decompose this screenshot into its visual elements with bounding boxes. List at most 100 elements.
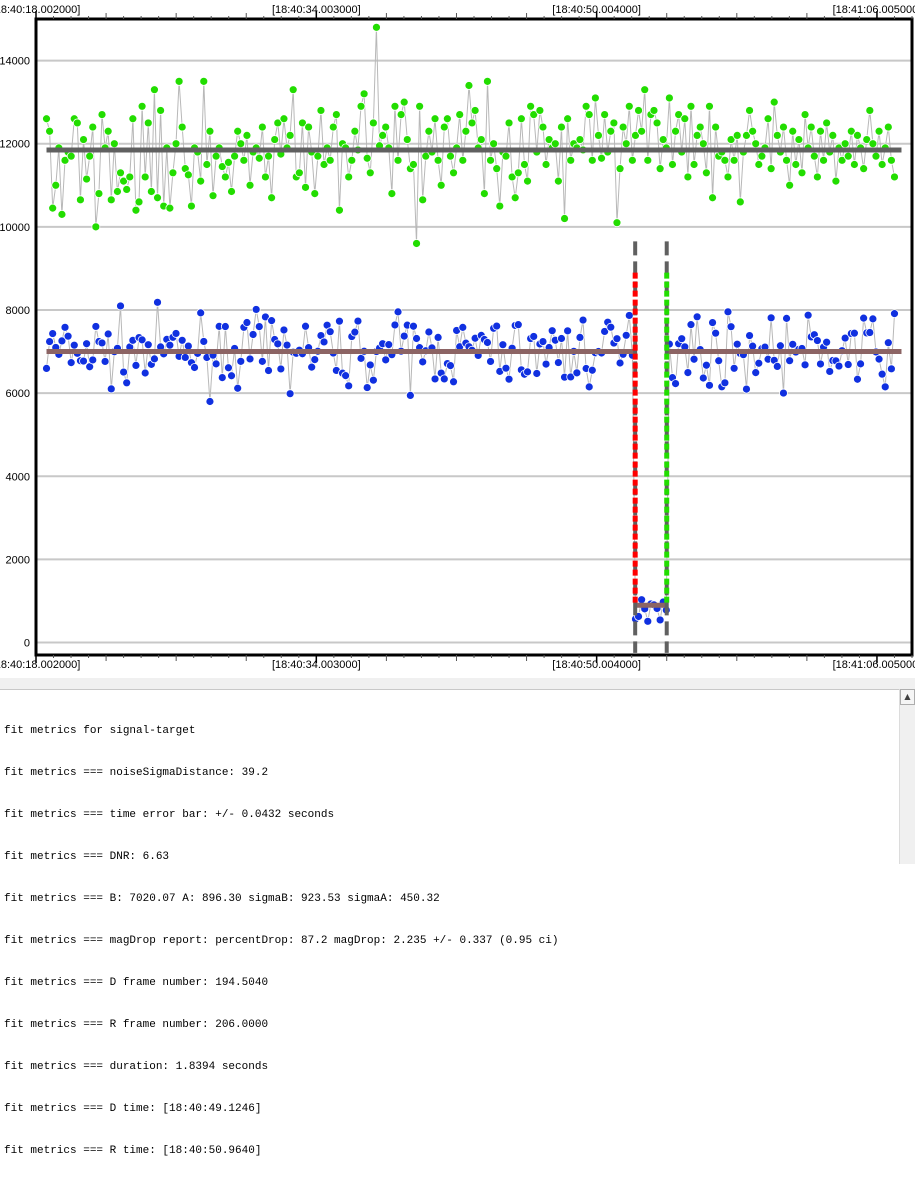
fit-metrics-console[interactable]: fit metrics for signal-target fit metric… <box>0 689 915 1157</box>
green-data-point <box>735 197 745 207</box>
green-data-point <box>853 130 862 140</box>
green-data-point <box>199 76 209 86</box>
blue-data-point <box>643 616 653 626</box>
light-curve-plot[interactable]: 0 2000 4000 6000 8000 10000 12000 14000 [18:40:1… <box>0 0 915 678</box>
blue-data-point <box>91 322 101 331</box>
blue-data-point <box>233 383 243 393</box>
blue-data-point <box>726 322 736 332</box>
green-data-point <box>550 139 560 149</box>
green-data-point <box>883 122 893 132</box>
console-line: fit metrics === D frame number: 194.5040 <box>4 977 269 989</box>
blue-data-point <box>217 373 227 383</box>
x-tick-label: [18:40:18.002000] <box>0 4 80 16</box>
scroll-up-button[interactable]: ▲ <box>900 689 915 705</box>
console-line: fit metrics === D time: [18:40:49.1246] <box>4 1103 262 1115</box>
light-curve-chart[interactable]: 0 2000 4000 6000 8000 10000 12000 14000 [18:40:1… <box>0 0 915 678</box>
console-line: fit metrics === B: 7020.07 A: 896.30 sig… <box>4 893 440 905</box>
green-data-point <box>748 126 758 136</box>
blue-data-point <box>42 364 51 373</box>
blue-data-point <box>150 354 159 364</box>
blue-data-point <box>106 384 116 394</box>
green-data-point <box>464 81 474 90</box>
green-data-point <box>233 126 243 136</box>
green-data-point <box>581 101 591 111</box>
console-line: fit metrics === noiseSigmaDistance: 39.2 <box>4 767 269 779</box>
green-data-point <box>436 180 446 190</box>
green-data-point <box>560 214 569 223</box>
blue-data-point <box>211 359 221 369</box>
green-data-point <box>609 118 619 128</box>
blue-data-point <box>257 356 267 366</box>
green-data-point <box>122 185 132 194</box>
green-data-point <box>637 126 647 136</box>
green-data-point <box>701 168 711 178</box>
green-data-point <box>822 118 832 128</box>
blue-data-point <box>307 362 317 372</box>
green-data-point <box>183 170 193 180</box>
green-data-point <box>467 118 477 128</box>
green-data-point <box>763 114 773 124</box>
blue-data-point <box>424 327 434 337</box>
green-data-point <box>270 135 280 144</box>
green-data-point <box>51 180 61 190</box>
green-data-point <box>273 118 283 128</box>
green-data-point <box>372 22 381 32</box>
green-data-point <box>538 122 548 132</box>
green-data-point <box>165 203 175 213</box>
green-data-point <box>242 130 252 140</box>
green-data-point <box>294 168 304 178</box>
y-tick-label: 2000 <box>6 554 30 566</box>
green-data-point <box>529 110 539 120</box>
green-data-point <box>683 172 693 182</box>
blue-data-point <box>492 321 502 331</box>
blue-data-point <box>621 330 631 340</box>
green-data-point <box>797 168 807 178</box>
green-data-point <box>566 155 576 165</box>
blue-data-point <box>439 374 449 384</box>
green-data-point <box>119 176 128 186</box>
green-data-point <box>649 106 659 115</box>
blue-data-point <box>868 314 878 324</box>
console-line: fit metrics === R time: [18:40:50.9640] <box>4 1145 262 1157</box>
console-line: fit metrics === magDrop report: percentD… <box>4 935 559 947</box>
blue-data-point <box>683 368 693 378</box>
blue-data-point <box>449 377 458 387</box>
green-data-point <box>868 139 878 149</box>
green-data-point <box>156 106 166 115</box>
blue-data-point <box>251 305 261 314</box>
green-data-point <box>171 139 181 149</box>
green-data-point <box>319 160 329 169</box>
blue-data-point <box>523 367 532 377</box>
blue-data-point <box>63 331 73 341</box>
pane-divider[interactable] <box>0 678 915 689</box>
blue-data-point <box>800 360 810 370</box>
y-tick-label: 8000 <box>6 305 30 317</box>
green-data-point <box>513 168 523 178</box>
green-data-point <box>439 122 449 132</box>
blue-data-point <box>751 368 761 378</box>
console-scrollbar[interactable]: ▲ <box>899 689 915 864</box>
blue-data-point <box>45 337 54 346</box>
x-tick-label: [18:40:34.003000] <box>272 659 361 671</box>
green-data-point <box>187 201 196 211</box>
blue-data-point <box>671 379 680 388</box>
blue-data-point <box>803 310 813 320</box>
blue-data-point <box>825 367 835 376</box>
blue-data-point <box>381 355 391 365</box>
green-data-point <box>109 139 119 149</box>
green-data-point <box>103 126 113 136</box>
green-data-point <box>461 126 471 136</box>
green-data-point <box>335 205 344 215</box>
green-data-point <box>153 193 162 203</box>
blue-data-point <box>384 340 394 350</box>
blue-data-point <box>729 363 739 373</box>
green-data-point <box>785 180 795 190</box>
green-data-point <box>446 151 455 161</box>
green-data-point <box>196 176 206 186</box>
green-data-point <box>350 126 360 136</box>
blue-data-point <box>100 357 110 366</box>
blue-data-point <box>69 340 79 350</box>
y-tick-label: 4000 <box>6 471 30 483</box>
green-data-point <box>387 189 397 198</box>
green-data-point <box>331 110 341 120</box>
